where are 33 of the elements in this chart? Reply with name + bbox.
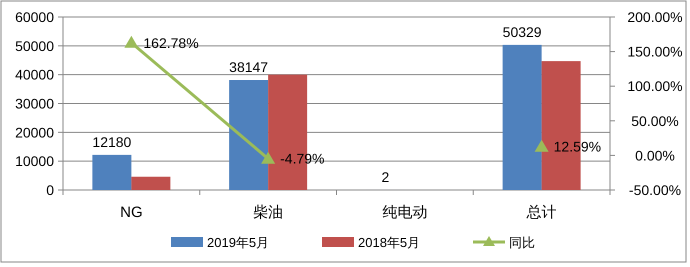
y2-tick-label: 0.00%	[635, 147, 675, 164]
legend-label: 同比	[509, 235, 535, 250]
x-tick-label: 纯电动	[382, 204, 428, 221]
data-label: -4.79%	[280, 150, 324, 167]
point	[261, 152, 276, 164]
y2-tick-label: 150.00%	[627, 44, 683, 60]
y-tick-label: 10000	[15, 153, 54, 170]
data-label: 50329	[502, 24, 542, 40]
bar	[502, 44, 542, 190]
x-tick-label: 总计	[526, 204, 557, 221]
y2-tick-label: 50.00%	[631, 112, 679, 129]
y2-tick-label: 100.00%	[627, 78, 683, 94]
y-tick-label: 20000	[15, 124, 54, 140]
y-tick-label: 30000	[15, 96, 54, 112]
x-tick-label: 柴油	[253, 204, 284, 221]
bar	[92, 154, 132, 190]
data-label: 12180	[92, 134, 132, 150]
legend-label: 2018年5月	[358, 235, 420, 250]
y2-tick-label: -50.00%	[628, 182, 682, 198]
x-tick-label: NG	[120, 204, 143, 221]
data-label: 2	[381, 168, 390, 185]
data-label: 162.78%	[143, 34, 199, 51]
point	[534, 140, 549, 152]
bar	[229, 80, 268, 190]
y-tick-label: 40000	[15, 66, 54, 83]
y-tick-label: 60000	[15, 9, 54, 25]
y-tick-label: 0	[46, 182, 54, 198]
point	[124, 36, 138, 48]
legend-label: 2019年5月	[207, 235, 270, 250]
bar	[131, 176, 170, 190]
data-label: 38147	[229, 59, 268, 76]
y2-tick-label: 200.00%	[627, 9, 683, 25]
y-tick-label: 50000	[15, 38, 54, 54]
